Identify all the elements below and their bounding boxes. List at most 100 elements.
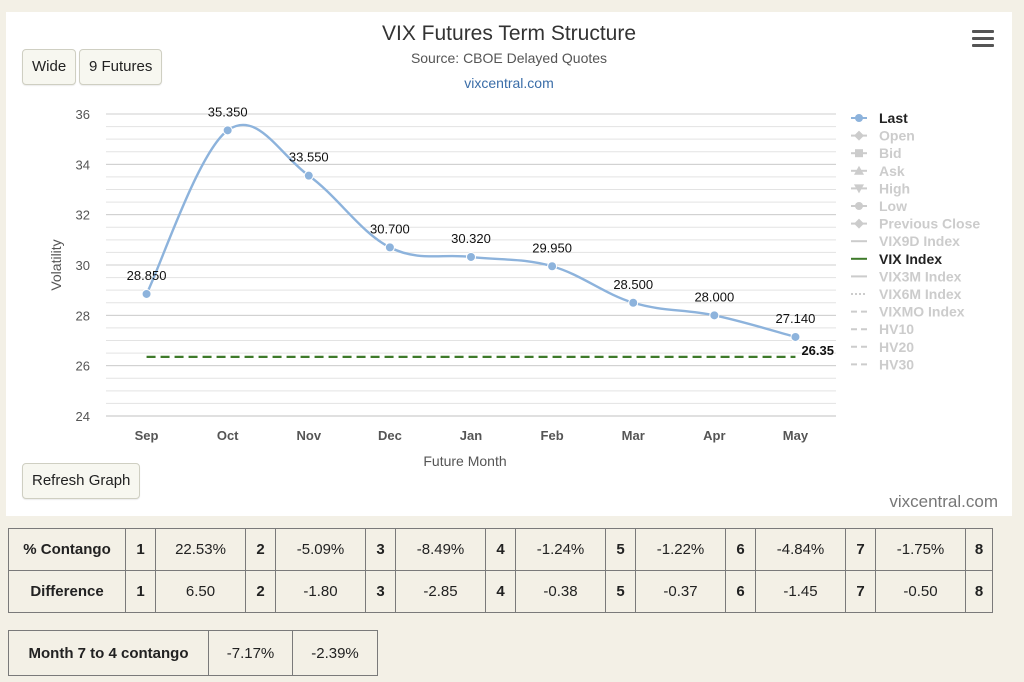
stats-month-index: 8: [965, 528, 993, 571]
y-axis-title: Volatility: [48, 239, 64, 290]
svg-text:VIX3M Index: VIX3M Index: [879, 268, 962, 284]
svg-text:HV30: HV30: [879, 356, 914, 372]
stats-value: -1.75%: [875, 528, 966, 571]
hamburger-menu-icon[interactable]: [972, 30, 994, 48]
legend-item[interactable]: HV20: [851, 339, 914, 355]
legend-item[interactable]: VIXMO Index: [851, 304, 965, 320]
refresh-graph-button[interactable]: Refresh Graph: [22, 463, 141, 499]
stats-table: % Contango 1 22.53% 2 -5.09% 3 -8.49% 4 -1.24% 5-…: [8, 528, 993, 613]
y-tick-label: 30: [76, 258, 90, 273]
data-point-last: [141, 288, 152, 299]
data-label-last: 28.500: [613, 277, 653, 292]
x-tick-label: May: [783, 428, 809, 443]
stats-value: -2.85: [395, 570, 486, 613]
svg-text:HV10: HV10: [879, 321, 914, 337]
month-contango-label: Month 7 to 4 contango: [8, 630, 209, 676]
stats-month-index: 6: [725, 570, 756, 613]
svg-text:VIXMO Index: VIXMO Index: [879, 304, 965, 320]
data-label-vix-index: 26.35: [801, 343, 834, 358]
stats-row: Difference 1 6.50 2 -1.80 3 -2.85 4 -0.38 5 -0.37 6…: [8, 570, 993, 613]
data-label-last: 35.350: [208, 104, 248, 119]
data-point-last: [547, 261, 558, 272]
data-point-last: [384, 242, 395, 253]
x-tick-label: Feb: [541, 428, 564, 443]
stats-month-index: 7: [845, 570, 876, 613]
legend-item[interactable]: Last: [851, 110, 908, 126]
svg-text:HV20: HV20: [879, 339, 914, 355]
wide-button[interactable]: Wide: [22, 49, 77, 85]
stats-value: 22.53%: [155, 528, 246, 571]
stats-value: -1.22%: [635, 528, 726, 571]
legend-item[interactable]: Ask: [851, 163, 905, 179]
legend-item[interactable]: VIX6M Index: [851, 286, 962, 302]
svg-text:Ask: Ask: [879, 163, 905, 179]
y-tick-label: 24: [76, 409, 90, 424]
legend-item[interactable]: High: [851, 180, 910, 196]
svg-text:VIX Index: VIX Index: [879, 251, 942, 267]
data-label-last: 30.320: [451, 231, 491, 246]
x-tick-label: Jan: [460, 428, 482, 443]
data-point-last: [709, 310, 720, 321]
data-label-last: 33.550: [289, 150, 329, 165]
stats-row-label: Difference: [8, 570, 126, 613]
x-tick-label: Oct: [217, 428, 239, 443]
svg-text:Low: Low: [879, 198, 907, 214]
svg-text:Bid: Bid: [879, 145, 902, 161]
data-label-last: 30.700: [370, 221, 410, 236]
legend-item[interactable]: Open: [851, 128, 915, 144]
data-point-last: [222, 125, 233, 136]
x-tick-label: Nov: [296, 428, 321, 443]
chart-credits[interactable]: vixcentral.com: [889, 492, 998, 511]
legend-item[interactable]: HV30: [851, 356, 914, 372]
stats-value: -0.50: [875, 570, 966, 613]
stats-month-index: 2: [245, 528, 276, 571]
legend-item[interactable]: VIX3M Index: [851, 268, 962, 284]
x-tick-label: Sep: [135, 428, 159, 443]
stats-value: -1.45: [755, 570, 846, 613]
chart-title: VIX Futures Term Structure: [381, 22, 637, 45]
stats-month-index: 2: [245, 570, 276, 613]
stats-value: -1.80: [275, 570, 366, 613]
data-label-last: 28.850: [127, 268, 167, 283]
futures-count-button[interactable]: 9 Futures: [79, 49, 163, 85]
stats-value: -0.38: [515, 570, 606, 613]
month-contango-value-2: -2.39%: [292, 630, 378, 676]
y-tick-label: 32: [76, 208, 90, 223]
chart-panel: VIX Futures Term Structure Source: CBOE …: [6, 12, 1012, 516]
legend-item[interactable]: HV10: [851, 321, 914, 337]
y-tick-label: 36: [76, 107, 90, 122]
x-tick-label: Mar: [622, 428, 645, 443]
vixcentral-link[interactable]: vixcentral.com: [464, 75, 554, 91]
stats-value: -0.37: [635, 570, 726, 613]
legend-item[interactable]: VIX Index: [851, 251, 942, 267]
stats-row-label: % Contango: [8, 528, 126, 571]
stats-month-index: 4: [485, 570, 516, 613]
y-tick-label: 26: [76, 359, 90, 374]
stats-month-index: 8: [965, 570, 993, 613]
month-contango-table: Month 7 to 4 contango -7.17% -2.39%: [8, 630, 378, 676]
legend-item[interactable]: Previous Close: [851, 216, 980, 232]
chart-subtitle: Source: CBOE Delayed Quotes: [410, 50, 608, 66]
data-point-last: [790, 331, 801, 342]
stats-month-index: 6: [725, 528, 756, 571]
month-contango-value-1: -7.17%: [208, 630, 293, 676]
svg-text:VIX6M Index: VIX6M Index: [879, 286, 962, 302]
legend-item[interactable]: VIX9D Index: [851, 233, 960, 249]
data-point-last: [628, 297, 639, 308]
data-label-last: 28.000: [694, 289, 734, 304]
data-label-last: 27.140: [776, 311, 816, 326]
legend-item[interactable]: Low: [851, 198, 907, 214]
svg-text:Open: Open: [879, 128, 915, 144]
stats-month-index: 7: [845, 528, 876, 571]
svg-text:Previous Close: Previous Close: [879, 216, 980, 232]
stats-month-index: 1: [125, 570, 156, 613]
stats-value: -4.84%: [755, 528, 846, 571]
y-tick-label: 34: [76, 157, 90, 172]
stats-row: % Contango 1 22.53% 2 -5.09% 3 -8.49% 4 -1.24% 5-…: [8, 528, 993, 571]
stats-month-index: 3: [365, 528, 396, 571]
data-point-last: [303, 170, 314, 181]
stats-value: -1.24%: [515, 528, 606, 571]
x-tick-label: Dec: [378, 428, 402, 443]
legend-item[interactable]: Bid: [851, 145, 902, 161]
svg-text:High: High: [879, 180, 910, 196]
